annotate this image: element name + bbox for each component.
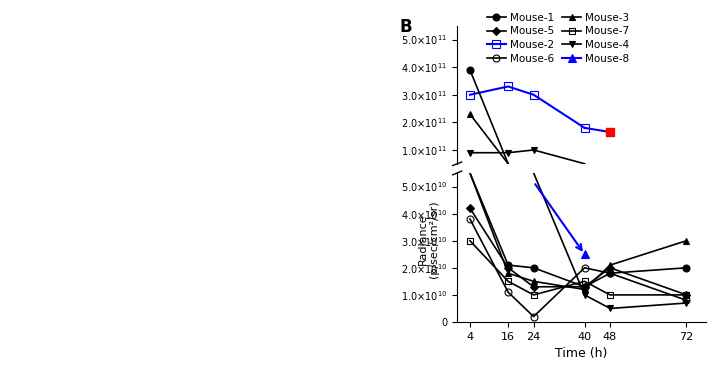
X-axis label: Time (h): Time (h) — [555, 347, 608, 360]
Text: Radiance
(p/sec/cm²/sr): Radiance (p/sec/cm²/sr) — [418, 201, 439, 278]
Text: B: B — [400, 18, 413, 36]
Legend: Mouse-1, Mouse-5, Mouse-2, Mouse-6, Mouse-3, Mouse-7, Mouse-4, Mouse-8: Mouse-1, Mouse-5, Mouse-2, Mouse-6, Mous… — [487, 13, 629, 64]
